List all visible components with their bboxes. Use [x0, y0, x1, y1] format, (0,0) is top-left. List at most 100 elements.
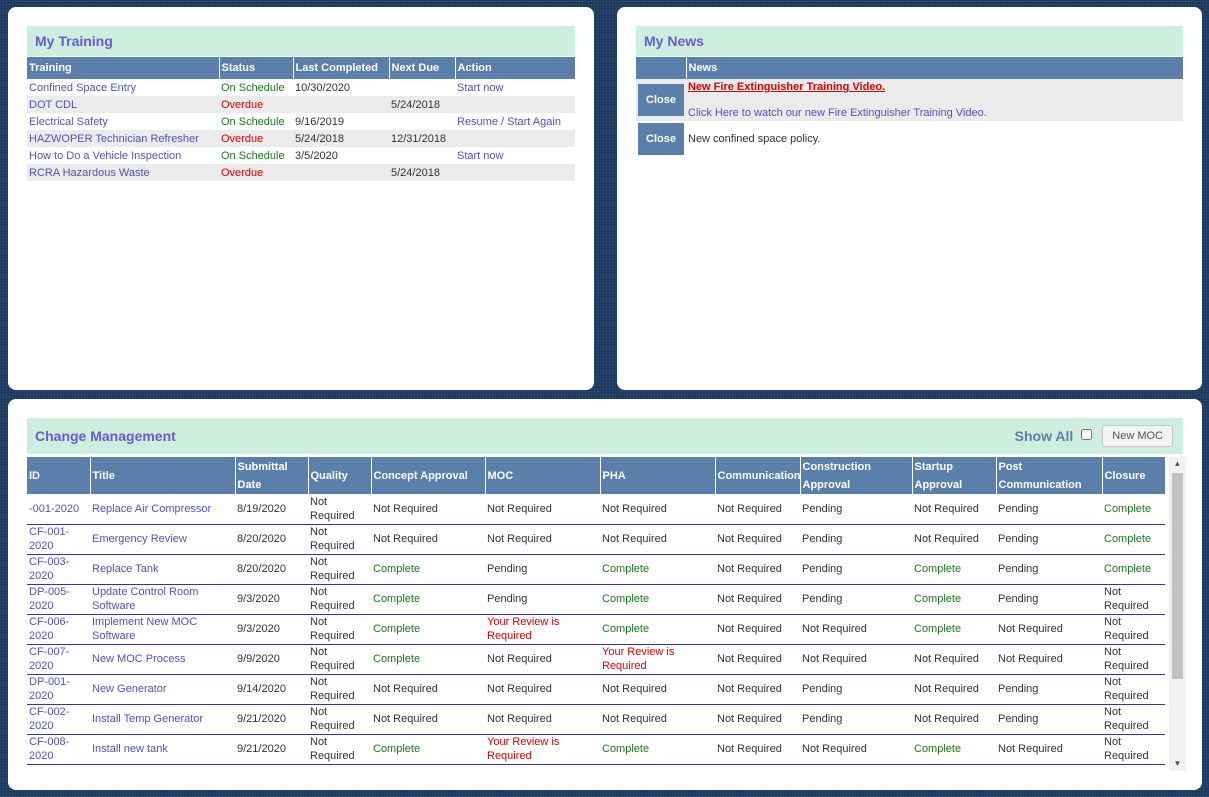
moc-pha: Complete [600, 554, 715, 585]
moc-submittal-date: 8/20/2020 [235, 554, 308, 585]
moc-closure: Not Required [1102, 584, 1165, 615]
moc-post-communication: Not Required [996, 614, 1102, 645]
training-name-link[interactable]: RCRA Hazardous Waste [29, 166, 150, 179]
moc-post-communication: Not Required [996, 644, 1102, 675]
moc-startup-approval: Complete [912, 614, 996, 645]
moc-id-link[interactable]: DP-001-2020 [27, 674, 90, 705]
moc-panel: Change Management Show All New MOC ID Tit… [8, 399, 1202, 790]
moc-col-header: Submittal Date [235, 457, 309, 494]
training-action-link[interactable]: Start now [457, 149, 504, 162]
moc-closure: Complete [1102, 524, 1165, 555]
news-row: Close New Fire Extinguisher Training Vide… [636, 79, 1183, 121]
training-name-link[interactable]: DOT CDL [29, 98, 78, 111]
moc-construction-approval: Pending [800, 494, 912, 525]
training-status: Overdue [221, 132, 264, 145]
training-action-link[interactable]: Resume / Start Again [457, 115, 561, 128]
moc-title-link[interactable]: Update Control Room Software [90, 584, 235, 615]
moc-pha: Complete [600, 614, 715, 645]
moc-communication: Not Required [715, 734, 800, 765]
moc-id-link[interactable]: -001-2020 [27, 494, 90, 525]
moc-title-link[interactable]: Implement New MOC Software [90, 614, 235, 645]
training-action-link[interactable]: Start now [457, 81, 504, 94]
moc-scrollbar[interactable]: ▲ ▼ [1169, 457, 1186, 771]
training-status: Overdue [221, 166, 264, 179]
moc-post-communication: Pending [996, 704, 1102, 735]
news-col-header: News [686, 57, 1183, 79]
scroll-up-icon[interactable]: ▲ [1173, 459, 1182, 468]
moc-post-communication: Pending [996, 524, 1102, 555]
moc-construction-approval [800, 764, 912, 771]
moc-submittal-date: 8/19/2020 [235, 494, 308, 525]
moc-col-header: Closure [1102, 457, 1165, 494]
moc-post-communication [996, 764, 1102, 771]
moc-id-link[interactable]: CF-007-2020 [27, 644, 90, 675]
moc-construction-approval: Not Required [800, 644, 912, 675]
news-close-button[interactable]: Close [638, 123, 684, 155]
moc-communication: Not Required [715, 524, 800, 555]
moc-pha [600, 764, 715, 771]
moc-closure: Complete [1102, 494, 1165, 525]
training-last-completed: 3/5/2020 [295, 149, 338, 162]
moc-header: Change Management Show All New MOC [27, 418, 1183, 454]
moc-concept-approval: Complete [371, 614, 485, 645]
training-name-link[interactable]: Electrical Safety [29, 115, 108, 128]
news-headline-link[interactable]: New Fire Extinguisher Training Video. [688, 81, 886, 93]
moc-pha: Not Required [600, 704, 715, 735]
scroll-down-icon[interactable]: ▼ [1173, 759, 1182, 768]
moc-title-link[interactable]: New MOC Process [90, 644, 235, 675]
moc-title-link[interactable]: Install Temp Generator [90, 704, 235, 735]
training-last-completed: 10/30/2020 [295, 81, 351, 94]
moc-submittal-date: 9/3/2020 [235, 614, 308, 645]
moc-moc: Your Review is Required [485, 734, 600, 765]
training-name-link[interactable]: Confined Space Entry [29, 81, 137, 94]
moc-title-link[interactable] [90, 764, 235, 771]
moc-concept-approval: Not Required [371, 524, 485, 555]
moc-id-link[interactable]: CF-008-2020 [27, 734, 90, 765]
moc-communication: Not Required [715, 584, 800, 615]
training-col-header: Training [27, 57, 220, 79]
training-next-due: 5/24/2018 [389, 96, 455, 113]
moc-title-link[interactable]: New Generator [90, 674, 235, 705]
moc-id-link[interactable]: CF-001-2020 [27, 524, 90, 555]
moc-concept-approval [371, 764, 485, 771]
training-last-completed: 9/16/2019 [295, 115, 344, 128]
moc-title-link[interactable]: Replace Tank [90, 554, 235, 585]
moc-pha: Complete [600, 584, 715, 615]
moc-construction-approval: Not Required [800, 614, 912, 645]
moc-moc: Not Required [485, 494, 600, 525]
moc-closure: Not Required [1102, 644, 1165, 675]
moc-row: DP-001-2020 New Generator 9/14/2020 Not Req… [27, 674, 1165, 705]
moc-quality: Not Required [308, 614, 371, 645]
news-close-button[interactable]: Close [638, 84, 684, 116]
moc-startup-approval: Not Required [912, 674, 996, 705]
training-name-link[interactable]: HAZWOPER Technician Refresher [29, 132, 199, 145]
training-col-header: Last Completed [293, 57, 390, 79]
moc-id-link[interactable]: CF-006-2020 [27, 614, 90, 645]
training-row: DOT CDL Overdue 5/24/2018 [27, 96, 575, 113]
training-name-link[interactable]: How to Do a Vehicle Inspection [29, 149, 182, 162]
new-moc-button[interactable]: New MOC [1102, 425, 1173, 447]
moc-construction-approval: Pending [800, 554, 912, 585]
show-all-checkbox[interactable] [1081, 428, 1093, 440]
moc-table-scroll[interactable]: ID Title Submittal Date Quality Concept Appr… [27, 457, 1186, 771]
moc-startup-approval: Complete [912, 584, 996, 615]
training-col-header: Action [455, 57, 575, 79]
moc-submittal-date [235, 764, 308, 771]
moc-title-link[interactable]: Install new tank [90, 734, 235, 765]
moc-id-link[interactable]: CF-003-2020 [27, 554, 90, 585]
moc-id-link[interactable]: DP-002 [27, 764, 90, 771]
news-text-link[interactable]: Click Here to watch our new Fire Extingu… [688, 107, 987, 119]
moc-communication: Not Required [715, 704, 800, 735]
moc-submittal-date: 9/9/2020 [235, 644, 308, 675]
moc-concept-approval: Complete [371, 584, 485, 615]
moc-id-link[interactable]: CF-002-2020 [27, 704, 90, 735]
moc-col-header: Post Communication [996, 457, 1103, 494]
scroll-thumb[interactable] [1172, 473, 1183, 679]
moc-moc: Your Review is Required [485, 614, 600, 645]
moc-id-link[interactable]: DP-005-2020 [27, 584, 90, 615]
moc-col-header: Concept Approval [371, 457, 486, 494]
training-next-due [389, 147, 455, 164]
moc-title: Change Management [35, 428, 176, 444]
moc-title-link[interactable]: Emergency Review [90, 524, 235, 555]
moc-title-link[interactable]: Replace Air Compressor [90, 494, 235, 525]
